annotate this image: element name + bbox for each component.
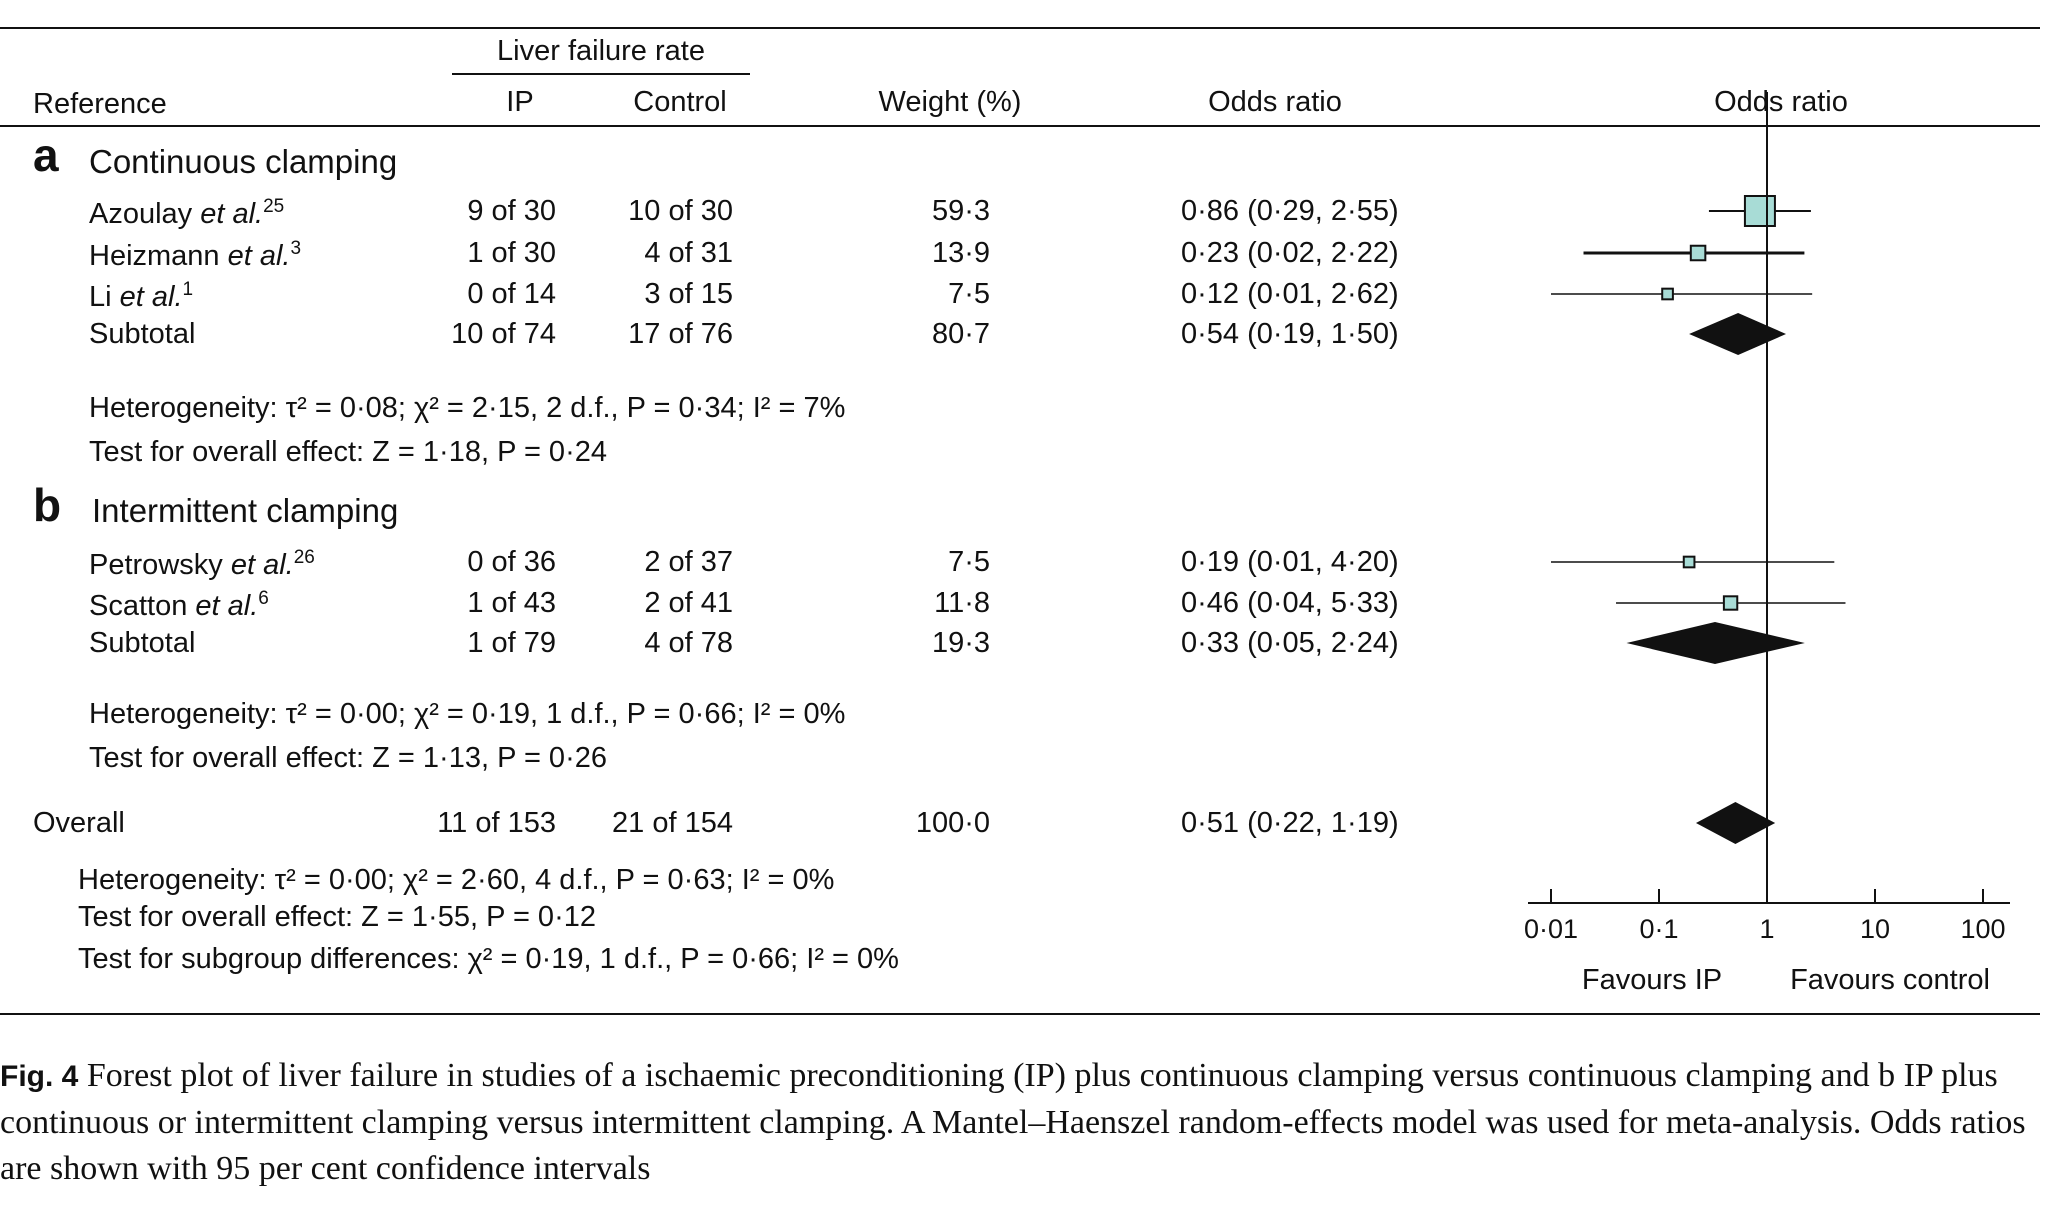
- row-label: Scatton et al.6: [89, 589, 269, 621]
- subgroup-differences: Test for subgroup differences: χ² = 0·19…: [78, 943, 899, 975]
- favours-left-label: Favours IP: [1582, 964, 1722, 996]
- section-a-letter: a: [33, 129, 59, 181]
- section-b-heterogeneity: Heterogeneity: τ² = 0·00; χ² = 0·19, 1 d…: [89, 698, 846, 730]
- row-control: 4 of 78: [644, 627, 733, 659]
- tick-label: 1: [1759, 914, 1774, 944]
- row-control: 2 of 37: [644, 546, 733, 578]
- overall-heterogeneity: Heterogeneity: τ² = 0·00; χ² = 2·60, 4 d…: [78, 864, 835, 896]
- row-label: Overall: [33, 809, 125, 838]
- row-control: 2 of 41: [644, 587, 733, 619]
- column-header-odds-ratio: Odds ratio: [1208, 86, 1342, 118]
- column-header-plot: Odds ratio: [1714, 86, 1848, 118]
- favours-right-label: Favours control: [1790, 964, 1990, 996]
- figure-caption: Fig. 4 Forest plot of liver failure in s…: [0, 1053, 2060, 1192]
- row-weight: 7·5: [948, 546, 990, 578]
- row-odds-ratio: 0·12 (0·01, 2·62): [1181, 278, 1399, 310]
- subtotal-diamond: [1689, 313, 1787, 355]
- row-odds-ratio: 0·23 (0·02, 2·22): [1181, 237, 1399, 269]
- point-estimate-square: [1682, 555, 1696, 569]
- point-estimate-square: [1689, 244, 1707, 262]
- row-ip: 1 of 79: [467, 627, 556, 659]
- group-rule: [452, 73, 750, 75]
- row-control: 17 of 76: [628, 318, 733, 350]
- tick-label: 0·01: [1524, 914, 1578, 944]
- row-label: Petrowsky et al.26: [89, 548, 315, 580]
- row-odds-ratio: 0·46 (0·04, 5·33): [1181, 587, 1399, 619]
- row-label: Li et al.1: [89, 280, 193, 312]
- point-estimate-square: [1722, 595, 1739, 611]
- row-control: 3 of 15: [644, 278, 733, 310]
- row-reference-number: 6: [258, 588, 269, 609]
- row-author: Overall: [33, 807, 125, 839]
- row-weight: 59·3: [931, 195, 990, 227]
- row-odds-ratio: 0·19 (0·01, 4·20): [1181, 546, 1399, 578]
- row-author: Azoulay: [89, 198, 193, 230]
- group-label: Liver failure rate: [497, 35, 705, 67]
- row-author: Heizmann: [89, 240, 220, 272]
- row-reference-number: 3: [290, 238, 302, 259]
- row-weight: 7·5: [948, 278, 990, 310]
- section-a-overall-effect: Test for overall effect: Z = 1·18, P = 0…: [89, 436, 607, 468]
- column-header-reference: Reference: [33, 88, 167, 120]
- row-ip: 1 of 30: [467, 237, 556, 269]
- row-control: 10 of 30: [628, 195, 733, 227]
- row-weight: 100·0: [915, 807, 990, 839]
- row-weight: 13·9: [931, 237, 990, 269]
- row-author: Scatton: [89, 590, 188, 622]
- row-author: Subtotal: [89, 627, 196, 659]
- row-control: 21 of 154: [612, 807, 733, 839]
- row-label: Heizmann et al.3: [89, 239, 301, 271]
- row-odds-ratio: 0·86 (0·29, 2·55): [1181, 195, 1399, 227]
- row-ip: 9 of 30: [467, 195, 556, 227]
- row-label: Azoulay et al.25: [89, 197, 284, 229]
- row-odds-ratio: 0·33 (0·05, 2·24): [1181, 627, 1399, 659]
- section-b-title: Intermittent clamping: [92, 492, 399, 529]
- row-reference-number: 26: [293, 547, 315, 568]
- section-b-overall-effect: Test for overall effect: Z = 1·13, P = 0…: [89, 742, 607, 774]
- row-label: Subtotal: [89, 320, 195, 349]
- column-header-ip: IP: [506, 86, 534, 118]
- row-reference-number: 1: [182, 279, 194, 300]
- row-odds-ratio: 0·54 (0·19, 1·50): [1181, 318, 1399, 350]
- row-ip: 11 of 153: [437, 807, 556, 839]
- row-etal: et al.: [222, 549, 294, 581]
- row-reference-number: 25: [263, 196, 285, 217]
- row-weight: 80·7: [931, 318, 990, 350]
- section-b-letter: b: [33, 479, 62, 531]
- tick-label: 10: [1860, 914, 1890, 944]
- row-etal: et al.: [187, 590, 259, 622]
- tick-label: 100: [1960, 914, 2005, 944]
- header-rule: [0, 125, 2040, 127]
- tick-label: 0·1: [1639, 914, 1678, 944]
- row-label: Subtotal: [89, 629, 195, 658]
- column-header-control: Control: [633, 86, 727, 118]
- column-header-weight: Weight (%): [878, 86, 1022, 118]
- overall-effect: Test for overall effect: Z = 1·55, P = 0…: [78, 901, 596, 933]
- row-ip: 10 of 74: [451, 318, 556, 350]
- section-a-heterogeneity: Heterogeneity: τ² = 0·08; χ² = 2·15, 2 d…: [89, 392, 846, 424]
- row-control: 4 of 31: [644, 237, 733, 269]
- figure-caption-text: Forest plot of liver failure in studies …: [0, 1057, 2026, 1187]
- row-ip: 0 of 36: [467, 546, 556, 578]
- subtotal-diamond: [1626, 622, 1805, 664]
- bottom-rule: [0, 1013, 2040, 1015]
- row-ip: 0 of 14: [467, 278, 556, 310]
- top-rule: [0, 27, 2040, 29]
- figure-label: Fig. 4: [0, 1060, 79, 1093]
- row-etal: et al.: [192, 198, 264, 230]
- row-weight: 11·8: [934, 587, 990, 619]
- point-estimate-square: [1743, 195, 1776, 227]
- row-etal: et al.: [219, 240, 291, 272]
- section-a-title: Continuous clamping: [89, 143, 398, 180]
- overall-diamond: [1695, 802, 1776, 844]
- row-author: Subtotal: [89, 318, 196, 350]
- row-weight: 19·3: [931, 627, 990, 659]
- row-etal: et al.: [111, 281, 183, 313]
- row-author: Petrowsky: [89, 549, 223, 581]
- row-ip: 1 of 43: [467, 587, 556, 619]
- row-odds-ratio: 0·51 (0·22, 1·19): [1181, 807, 1399, 839]
- point-estimate-square: [1661, 287, 1674, 301]
- row-author: Li: [89, 281, 112, 313]
